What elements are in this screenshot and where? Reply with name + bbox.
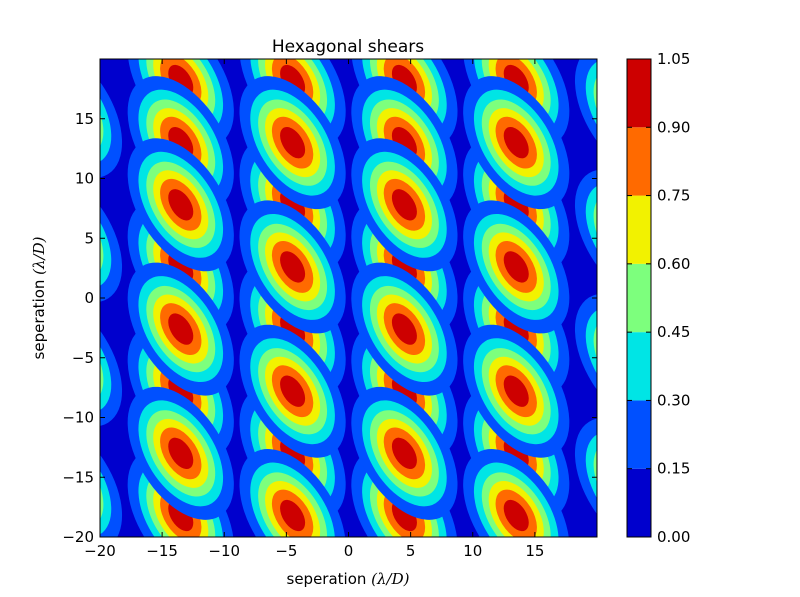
x-tick-label: −15 — [146, 542, 178, 560]
colorbar-band — [627, 59, 651, 128]
y-axis-label: seperation (λ/D) — [30, 236, 48, 359]
y-tick-label: −5 — [72, 349, 94, 367]
colorbar-band — [627, 400, 651, 469]
colorbar-band — [627, 468, 651, 537]
x-tick-label: −10 — [208, 542, 240, 560]
y-tick-label: −15 — [62, 468, 94, 486]
y-tick-label: 5 — [84, 229, 94, 247]
x-tick-label: −20 — [84, 542, 116, 560]
y-axis-ticks: −20 −15 −10 −5 0 5 10 15 — [62, 110, 597, 546]
colorbar-band — [627, 127, 651, 196]
contour-peak — [127, 386, 234, 520]
contour-peak — [463, 448, 570, 537]
colorbar-tick-label: 0.75 — [657, 187, 690, 205]
plot-area — [30, 58, 598, 538]
contour-peak — [351, 138, 458, 272]
colorbar-tick-label: 0.60 — [657, 255, 690, 273]
colorbar-tick-label: 0.30 — [657, 391, 690, 409]
colorbar-band — [627, 332, 651, 401]
contour-fill-layer — [30, 59, 597, 537]
contour-peak — [463, 200, 570, 334]
contour-band — [30, 67, 108, 155]
contour-peak — [127, 262, 234, 396]
contour-band — [503, 126, 529, 159]
contour-band — [280, 126, 306, 159]
contour-band — [391, 189, 417, 221]
contour-band — [280, 499, 306, 532]
x-axis-label: seperation (λ/D) — [287, 570, 410, 588]
contour-band — [168, 437, 194, 470]
colorbar-bands — [627, 59, 651, 537]
contour-band — [51, 216, 86, 256]
contour-peak — [239, 76, 346, 210]
colorbar-tick-label: 0.00 — [657, 528, 690, 546]
contour-peak — [239, 324, 346, 458]
contour-band — [503, 251, 529, 283]
y-tick-label: 0 — [84, 289, 94, 307]
colorbar-tick-label: 0.15 — [657, 460, 690, 478]
colorbar-tick-label: 0.45 — [657, 323, 690, 341]
colorbar: 0.00 0.15 0.30 0.45 0.60 0.75 0.90 1.05 — [626, 50, 690, 546]
x-tick-label: −5 — [275, 542, 297, 560]
chart-title: Hexagonal shears — [272, 37, 424, 57]
colorbar-tick-label: 0.90 — [657, 118, 690, 136]
x-tick-label: 5 — [406, 542, 416, 560]
contour-peak — [463, 324, 570, 458]
contour-band — [391, 437, 417, 470]
y-tick-label: −10 — [62, 409, 94, 427]
contour-band — [168, 189, 194, 221]
colorbar-tick-label: 1.05 — [657, 50, 690, 68]
colorbar-band — [627, 195, 651, 264]
contour-peak — [351, 386, 458, 520]
contour-peak — [239, 448, 346, 537]
y-tick-label: 10 — [75, 170, 94, 188]
colorbar-band — [627, 263, 651, 333]
contour-peak — [351, 262, 458, 396]
x-tick-label: 15 — [525, 542, 544, 560]
colorbar-ticks: 0.00 0.15 0.30 0.45 0.60 0.75 0.90 1.05 — [627, 50, 690, 546]
contour-peak — [463, 76, 570, 210]
contour-band — [280, 251, 306, 283]
y-tick-label: 15 — [75, 110, 94, 128]
contour-peak — [127, 138, 234, 272]
contour-peak — [239, 200, 346, 334]
contour-band — [391, 313, 417, 345]
x-tick-label: 0 — [344, 542, 354, 560]
contour-band — [503, 375, 529, 407]
colorbar-frame — [626, 58, 652, 538]
x-axis-ticks: −20 −15 −10 −5 0 5 10 15 — [84, 59, 544, 560]
x-tick-label: 10 — [463, 542, 482, 560]
contour-band — [280, 375, 306, 407]
contour-band — [503, 499, 529, 532]
contour-band — [168, 313, 194, 345]
y-tick-label: −20 — [62, 528, 94, 546]
